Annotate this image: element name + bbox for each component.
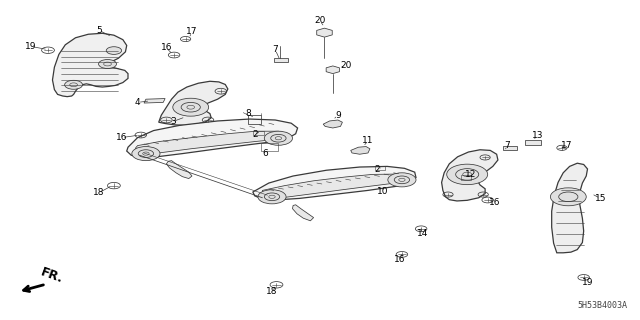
Text: 14: 14 bbox=[417, 229, 428, 238]
Polygon shape bbox=[166, 161, 192, 179]
Text: 16: 16 bbox=[394, 255, 406, 264]
Circle shape bbox=[388, 173, 416, 187]
Circle shape bbox=[264, 131, 292, 145]
Circle shape bbox=[173, 98, 209, 116]
Text: 20: 20 bbox=[340, 61, 351, 70]
Polygon shape bbox=[326, 66, 339, 74]
Circle shape bbox=[99, 60, 116, 68]
Text: 16: 16 bbox=[116, 133, 127, 142]
Text: 17: 17 bbox=[186, 28, 198, 36]
Polygon shape bbox=[52, 33, 128, 97]
Circle shape bbox=[258, 190, 286, 204]
Text: 2: 2 bbox=[375, 165, 380, 174]
Polygon shape bbox=[262, 174, 408, 198]
Text: 19: 19 bbox=[25, 42, 36, 51]
Polygon shape bbox=[503, 146, 517, 150]
Text: 18: 18 bbox=[266, 287, 278, 296]
Text: 2: 2 bbox=[252, 130, 257, 139]
Text: 11: 11 bbox=[362, 136, 374, 145]
Polygon shape bbox=[552, 163, 588, 253]
Polygon shape bbox=[127, 119, 298, 157]
Text: 12: 12 bbox=[465, 170, 476, 179]
Text: 3: 3 bbox=[170, 117, 175, 126]
Polygon shape bbox=[323, 120, 342, 128]
Text: FR.: FR. bbox=[38, 265, 65, 285]
Polygon shape bbox=[292, 205, 314, 221]
Text: 16: 16 bbox=[489, 198, 500, 207]
Polygon shape bbox=[159, 81, 228, 125]
Circle shape bbox=[65, 80, 83, 89]
Polygon shape bbox=[144, 99, 165, 103]
Text: 8: 8 bbox=[246, 109, 251, 118]
Circle shape bbox=[550, 188, 586, 206]
Text: 9: 9 bbox=[335, 111, 340, 120]
Polygon shape bbox=[274, 58, 288, 62]
Text: 19: 19 bbox=[582, 278, 593, 287]
Text: 15: 15 bbox=[595, 194, 606, 203]
Polygon shape bbox=[525, 140, 541, 145]
Text: 7: 7 bbox=[273, 45, 278, 54]
Text: 20: 20 bbox=[314, 16, 326, 25]
Text: 16: 16 bbox=[161, 44, 172, 52]
Polygon shape bbox=[253, 166, 416, 200]
Circle shape bbox=[132, 147, 160, 161]
Polygon shape bbox=[317, 28, 332, 37]
Text: 7: 7 bbox=[505, 141, 510, 150]
Text: 4: 4 bbox=[135, 98, 140, 107]
Text: 5: 5 bbox=[97, 26, 102, 35]
Polygon shape bbox=[351, 147, 370, 154]
Polygon shape bbox=[442, 150, 498, 201]
Text: 6: 6 bbox=[263, 149, 268, 158]
Text: 5H53B4003A: 5H53B4003A bbox=[577, 301, 627, 310]
Text: 17: 17 bbox=[561, 141, 572, 150]
Circle shape bbox=[106, 47, 122, 54]
Text: 10: 10 bbox=[377, 188, 388, 196]
Text: 13: 13 bbox=[532, 132, 543, 140]
Polygon shape bbox=[134, 131, 288, 154]
Circle shape bbox=[447, 164, 488, 185]
Text: 18: 18 bbox=[93, 188, 105, 197]
